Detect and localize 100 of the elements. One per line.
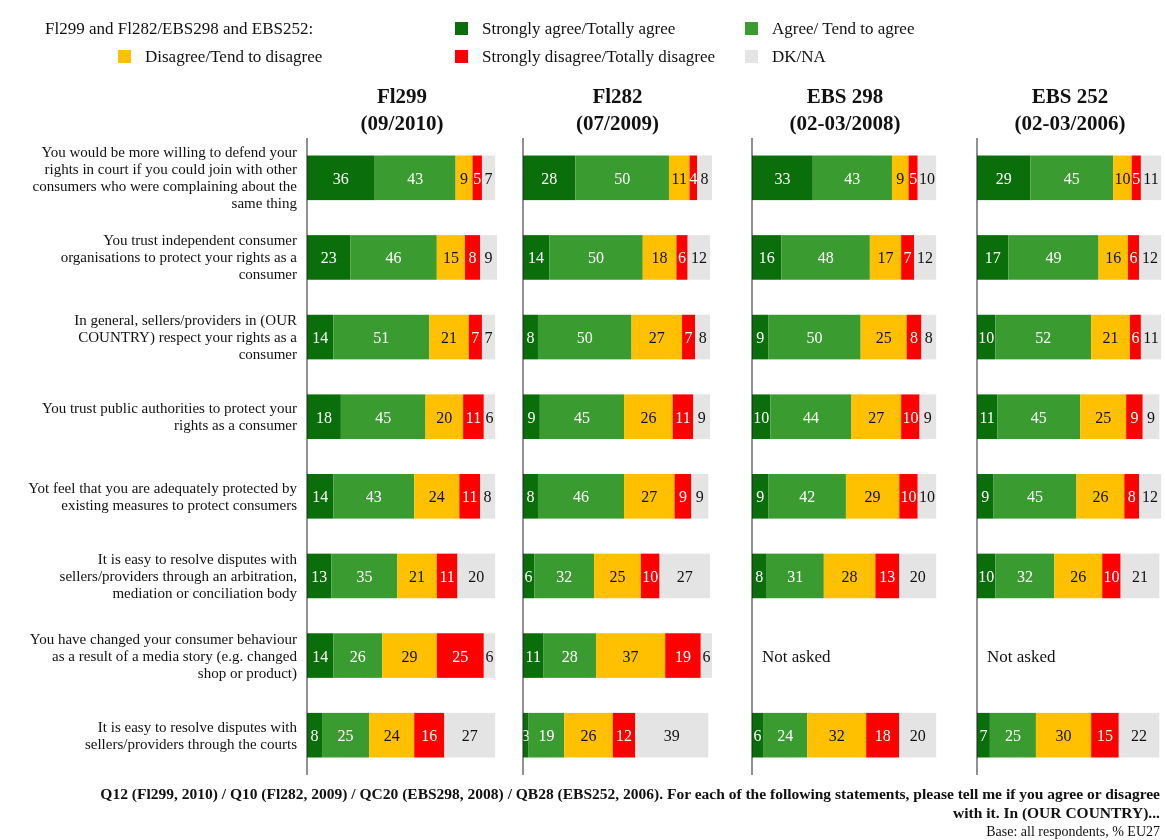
bar bbox=[414, 474, 460, 519]
bar bbox=[845, 474, 900, 519]
data-label: 25 bbox=[1095, 408, 1112, 426]
data-label: 48 bbox=[817, 249, 834, 267]
bar bbox=[307, 394, 341, 439]
bar bbox=[1120, 553, 1160, 599]
bar bbox=[444, 712, 496, 758]
bar bbox=[977, 155, 1031, 201]
bar bbox=[768, 314, 861, 360]
data-label: 10 bbox=[642, 567, 659, 585]
data-label: 11 bbox=[1143, 329, 1159, 347]
data-label: 10 bbox=[902, 408, 919, 426]
data-label: 28 bbox=[841, 567, 858, 585]
bar bbox=[333, 474, 415, 519]
data-label: 29 bbox=[995, 169, 1012, 187]
annotation: Not asked bbox=[762, 646, 831, 666]
data-label: 9 bbox=[527, 408, 536, 426]
data-label: 11 bbox=[979, 408, 995, 426]
data-label: 43 bbox=[844, 169, 861, 187]
data-label: 20 bbox=[909, 567, 926, 585]
data-label: 27 bbox=[461, 727, 478, 745]
data-label: 19 bbox=[675, 647, 691, 665]
bar bbox=[333, 633, 383, 678]
bar bbox=[899, 553, 937, 599]
data-label: 9 bbox=[923, 408, 932, 426]
data-label: 7 bbox=[471, 329, 480, 347]
bar bbox=[537, 314, 632, 360]
bar bbox=[480, 474, 496, 519]
chart-title: Fl299 bbox=[376, 84, 428, 108]
bar bbox=[752, 474, 769, 519]
legend-label: Strongly disagree/Totally disagree bbox=[482, 47, 715, 66]
data-label: 45 bbox=[375, 408, 392, 426]
data-label: 50 bbox=[614, 169, 631, 187]
bar bbox=[465, 235, 481, 280]
bar bbox=[891, 155, 909, 201]
bar bbox=[989, 712, 1036, 758]
data-label: 26 bbox=[580, 727, 597, 745]
bar bbox=[1140, 155, 1162, 201]
data-label: 21 bbox=[1102, 329, 1119, 347]
data-label: 45 bbox=[573, 408, 590, 426]
bar bbox=[528, 712, 565, 758]
data-label: 5 bbox=[909, 169, 918, 187]
data-label: 17 bbox=[877, 249, 894, 267]
data-label: 9 bbox=[697, 408, 706, 426]
bar bbox=[901, 235, 915, 280]
data-label: 11 bbox=[671, 169, 687, 187]
data-label: 8 bbox=[924, 329, 933, 347]
bar bbox=[977, 474, 994, 519]
legend-label: Strongly agree/Totally agree bbox=[482, 19, 676, 38]
legend-label: Disagree/Tend to disagree bbox=[145, 47, 323, 66]
bar bbox=[457, 553, 496, 599]
bar bbox=[307, 235, 351, 280]
bar bbox=[642, 235, 677, 280]
chart-title: Fl282 bbox=[592, 84, 643, 108]
data-label: 8 bbox=[483, 488, 492, 506]
bar bbox=[333, 314, 430, 360]
data-label: 9 bbox=[460, 169, 469, 187]
bar bbox=[768, 474, 846, 519]
data-label: 9 bbox=[679, 488, 687, 506]
data-label: 26 bbox=[349, 647, 366, 665]
bar bbox=[1076, 474, 1125, 519]
data-label: 27 bbox=[641, 488, 658, 506]
chart-title: EBS 252 bbox=[1031, 84, 1109, 108]
data-label: 8 bbox=[310, 727, 319, 745]
data-label: 15 bbox=[442, 249, 459, 267]
bar bbox=[875, 553, 900, 599]
data-label: 6 bbox=[678, 249, 687, 267]
data-label: 25 bbox=[609, 567, 626, 585]
bar bbox=[851, 394, 902, 439]
data-label: 9 bbox=[1130, 408, 1139, 426]
data-label: 46 bbox=[573, 488, 590, 506]
data-label: 8 bbox=[1127, 488, 1136, 506]
data-label: 8 bbox=[755, 567, 764, 585]
legend-label: DK/NA bbox=[772, 47, 827, 66]
y-tick-label: It is easy to resolve disputes with sellers/providers through an arbitration, mediation or conciliation body bbox=[59, 550, 298, 601]
bar bbox=[1139, 474, 1162, 519]
data-label: 43 bbox=[365, 488, 382, 506]
data-label: 24 bbox=[383, 727, 400, 745]
bar bbox=[687, 235, 711, 280]
bar bbox=[869, 235, 902, 280]
data-label: 23 bbox=[320, 249, 337, 267]
data-label: 10 bbox=[978, 329, 995, 347]
bar bbox=[425, 394, 464, 439]
bar bbox=[1035, 712, 1092, 758]
bar bbox=[350, 235, 437, 280]
bar bbox=[523, 155, 576, 201]
bar bbox=[766, 553, 824, 599]
data-label: 52 bbox=[1035, 329, 1052, 347]
bar bbox=[564, 712, 613, 758]
text: Base: all respondents, % EU27 bbox=[986, 824, 1160, 839]
data-label: 18 bbox=[315, 408, 332, 426]
bar bbox=[676, 235, 688, 280]
bar bbox=[1008, 235, 1099, 280]
data-label: 18 bbox=[874, 727, 891, 745]
bar bbox=[1118, 712, 1160, 758]
text: Q12 (Fl299, 2010) / Q10 (Fl282, 2009) / QC20 (EBS298, 2008) / QB28 (EBS252, 2006). For each of the following statements, please tell me if you agree or disagree with it. In (OUR COUNTRY)... bbox=[100, 785, 1161, 822]
data-label: 26 bbox=[1070, 567, 1087, 585]
bar bbox=[1098, 235, 1129, 280]
bar bbox=[331, 553, 398, 599]
data-label: 11 bbox=[462, 488, 478, 506]
